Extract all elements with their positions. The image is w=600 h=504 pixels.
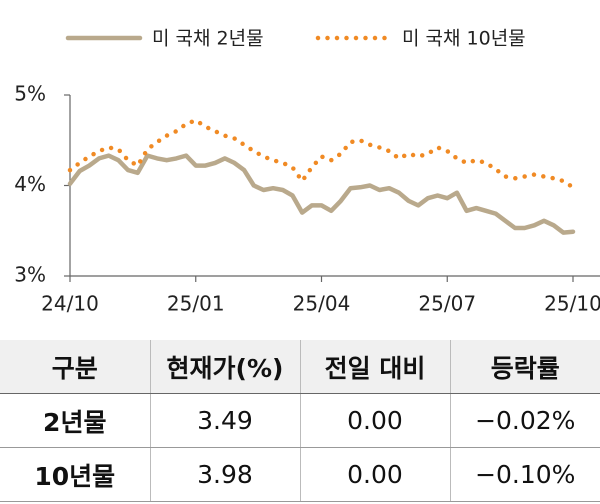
y-tick-label: 4% (14, 172, 46, 196)
header-cell: 현재가(%) (149, 340, 300, 394)
legend-label: 미 국채 2년물 (152, 28, 264, 50)
x-tick-label: 25/10 (544, 292, 600, 316)
series-line (67, 118, 576, 190)
table-row: 10년물 3.98 0.00 −0.10% (0, 447, 600, 502)
table-cell: 3.49 (149, 393, 300, 448)
header-cell: 전일 대비 (299, 340, 450, 394)
table-body: 2년물 3.49 0.00 −0.02% 10년물 3.98 0.00 −0.10% (0, 393, 600, 502)
x-tick-label: 24/10 (41, 292, 99, 316)
table-row: 2년물 3.49 0.00 −0.02% (0, 393, 600, 448)
table-cell: 0.00 (299, 393, 450, 448)
x-tick-label: 25/04 (293, 292, 351, 316)
header-cell: 구분 (0, 340, 150, 394)
chart: 3% 4% 5% 24/10 25/01 25/04 25/07 25/10 미 국채 2년물 미… (14, 28, 600, 316)
table-cell: 3.98 (149, 447, 300, 502)
y-tick-label: 5% (14, 82, 46, 106)
legend-label: 미 국채 10년물 (402, 28, 526, 50)
table-cell: −0.10% (449, 447, 600, 502)
table-cell: 2년물 (0, 393, 150, 448)
x-tick-label: 25/07 (418, 292, 476, 316)
table-cell: −0.02% (449, 393, 600, 448)
y-tick-label: 3% (14, 263, 46, 287)
table-cell: 10년물 (0, 447, 150, 502)
series-line (67, 153, 576, 235)
quote-table: 구분 현재가(%) 전일 대비 등락률 2년물 3.49 0.00 −0.02% 10년물 3.… (0, 340, 600, 502)
table-cell: 0.00 (299, 447, 450, 502)
header-row: 구분 현재가(%) 전일 대비 등락률 (0, 340, 600, 394)
header-cell: 등락률 (449, 340, 600, 394)
x-tick-label: 25/01 (167, 292, 225, 316)
